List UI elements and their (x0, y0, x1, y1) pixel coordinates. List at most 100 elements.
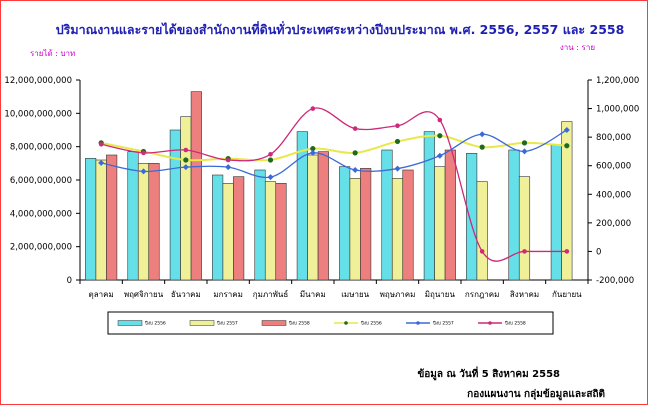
left-tick-label: 10,000,000,000 (4, 109, 72, 119)
right-tick-label: 1,200,000 (596, 76, 639, 86)
bar-2 (561, 121, 573, 281)
point-3 (522, 249, 527, 254)
point-1 (310, 145, 316, 152)
legend-swatch-marker (488, 321, 492, 325)
point-1 (183, 157, 189, 163)
right-tick-label: 1,000,000 (596, 105, 639, 115)
point-3 (564, 249, 570, 254)
legend: ปีงบ 2556 ปีงบ 2557 ปีงบ 2558 ปีงบ 2556 ปีงบ… (107, 311, 554, 335)
point-2 (98, 159, 105, 166)
bar-3 (190, 91, 202, 281)
left-tick-label: 12,000,000,000 (4, 76, 72, 86)
x-category-label: สิงหาคม (510, 290, 539, 299)
point-3 (479, 249, 485, 254)
plot-area: 0 2,000,000,000 4,000,000,000 6,000,000,000… (4, 76, 639, 299)
point-3 (268, 151, 273, 157)
bar-2 (476, 181, 488, 281)
legend-label: ปีงบ 2556 (360, 321, 382, 327)
bar-3 (148, 163, 160, 281)
bar-1 (296, 131, 308, 281)
bar-2 (95, 159, 107, 281)
bar-1 (212, 174, 224, 281)
legend-swatch-bar (117, 320, 143, 326)
point-1 (564, 143, 570, 149)
left-tick-label: 6,000,000,000 (10, 176, 72, 186)
x-category-label: กันยายน (552, 290, 582, 299)
point-2 (140, 168, 147, 175)
bar-1 (550, 144, 562, 281)
bar-3 (360, 168, 372, 281)
x-category-label: พฤษภาคม (380, 290, 416, 299)
line-1 (100, 134, 567, 162)
legend-label: ปีงบ 2557 (216, 321, 238, 327)
bar-1 (466, 153, 478, 281)
left-tick-label: 8,000,000,000 (10, 143, 72, 153)
x-category-label: เมษายน (341, 290, 369, 299)
legend-swatch-bar (261, 320, 287, 326)
bar-1 (508, 149, 520, 281)
bar-3 (317, 151, 329, 281)
point-1 (437, 133, 443, 139)
point-2 (563, 127, 570, 133)
legend-swatch-bar (189, 320, 215, 326)
bar-2 (307, 154, 319, 281)
bar-1 (254, 169, 266, 281)
point-2 (521, 148, 528, 155)
bar-3 (275, 183, 287, 281)
bar-2 (180, 116, 192, 281)
bar-2 (137, 163, 150, 281)
x-category-label: ธันวาคม (171, 290, 201, 299)
right-tick-label: 400,000 (596, 190, 631, 200)
point-3 (225, 157, 231, 163)
x-category-label: มีนาคม (300, 290, 326, 299)
legend-label: ปีงบ 2558 (504, 321, 526, 327)
right-tick-label: -200,000 (596, 276, 634, 286)
point-1 (521, 140, 528, 146)
point-3 (183, 147, 189, 153)
bar-3 (402, 169, 414, 281)
x-category-label: ตุลาคม (89, 290, 114, 299)
left-axis-unit: รายได้ : บาท (30, 49, 75, 58)
x-category-label: มกราคม (213, 290, 243, 299)
bar-2 (349, 178, 361, 281)
x-category-label: กรกฎาคม (465, 290, 499, 299)
bar-1 (169, 129, 181, 281)
bar-3 (106, 154, 118, 281)
right-tick-label: 600,000 (596, 162, 631, 172)
point-1 (267, 157, 274, 163)
point-1 (479, 144, 485, 150)
legend-swatch-marker (344, 321, 348, 325)
left-tick-label: 4,000,000,000 (10, 209, 72, 219)
legend-label: ปีงบ 2556 (144, 321, 166, 327)
point-2 (267, 174, 274, 181)
point-2 (352, 167, 359, 173)
right-tick-label: 800,000 (596, 133, 631, 143)
bar-2 (222, 183, 234, 281)
x-category-label: มิถุนายน (425, 290, 456, 299)
right-tick-label: 200,000 (596, 219, 631, 229)
point-2 (436, 152, 443, 159)
point-3 (310, 106, 316, 111)
right-axis-unit: งาน : ราย (560, 43, 595, 52)
legend-box (107, 311, 554, 335)
x-category-label: กุมภาพันธ์ (253, 289, 289, 299)
footer-date: ข้อมูล ณ วันที่ 5 สิงหาคม 2558 (417, 366, 560, 381)
bar-1 (423, 131, 435, 281)
point-1 (352, 150, 358, 156)
point-3 (437, 117, 443, 123)
point-2 (309, 149, 316, 156)
bar-3 (444, 149, 456, 281)
bar-2 (518, 176, 531, 281)
line-2 (101, 129, 568, 179)
point-3 (395, 123, 400, 129)
bar-1 (339, 166, 351, 281)
right-tick-label: 0 (596, 247, 601, 257)
bar-2 (434, 166, 446, 281)
legend-swatch-marker (416, 321, 420, 325)
point-3 (352, 126, 358, 131)
point-3 (141, 150, 146, 156)
legend-label: ปีงบ 2557 (432, 321, 454, 327)
left-tick-label: 0 (67, 276, 72, 286)
